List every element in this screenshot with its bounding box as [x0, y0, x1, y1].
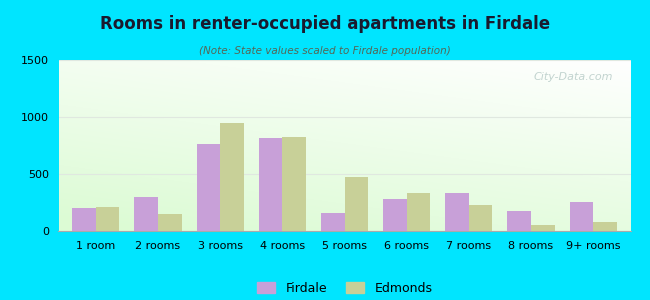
Bar	[593, 222, 617, 231]
Bar	[220, 123, 244, 231]
Bar	[196, 144, 220, 231]
Text: Rooms in renter-occupied apartments in Firdale: Rooms in renter-occupied apartments in F…	[100, 15, 550, 33]
Bar	[96, 207, 120, 231]
Bar	[407, 194, 430, 231]
Bar	[445, 193, 469, 231]
Bar	[282, 137, 306, 231]
Bar	[469, 205, 493, 231]
Bar	[72, 208, 96, 231]
Bar	[259, 137, 282, 231]
Bar	[158, 214, 181, 231]
Bar	[508, 211, 531, 231]
Legend: Firdale, Edmonds: Firdale, Edmonds	[252, 277, 437, 300]
Bar	[135, 197, 158, 231]
Bar	[383, 199, 407, 231]
Bar	[321, 213, 345, 231]
Text: City-Data.com: City-Data.com	[534, 72, 614, 82]
Bar	[569, 202, 593, 231]
Bar	[531, 225, 554, 231]
Bar	[344, 177, 368, 231]
Text: (Note: State values scaled to Firdale population): (Note: State values scaled to Firdale po…	[199, 46, 451, 56]
